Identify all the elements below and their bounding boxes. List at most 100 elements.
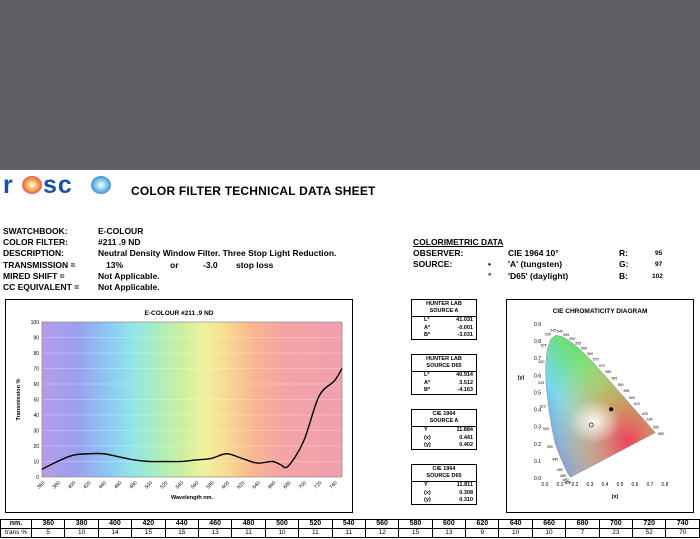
trans-cell: 14: [97, 528, 133, 538]
source-a-point: [609, 407, 614, 412]
y-tick-label: 0.1: [534, 459, 541, 465]
trans-cell: 52: [632, 528, 667, 538]
wavelength-label: 590: [618, 383, 624, 387]
observer-value: CIE 1964 10°: [508, 248, 559, 259]
cie-d-title: CIE 1964: [432, 466, 456, 472]
trans-cell: 11: [331, 528, 366, 538]
cie-chart-svg: 0.0 0.1 0.2 0.3 0.4 0.5 0.6 0.7 0.8 0.9 0.0 0.1 0.2 0…: [518, 322, 669, 500]
trans-cell: 23: [598, 528, 634, 538]
nm-cell: 560: [364, 519, 400, 529]
description-label: DESCRIPTION:: [3, 248, 64, 259]
wavelength-label: 490: [557, 468, 563, 472]
source-d65-point: [588, 422, 594, 428]
cie-a-key: (x): [424, 434, 431, 441]
x-tick-label: 0.3: [587, 482, 594, 488]
wavelength-label: 500: [547, 445, 553, 449]
hunter-d-value: 3.512: [459, 379, 473, 386]
x-axis-label: Wavelength nm.: [171, 495, 213, 501]
colorimetric-data: COLORIMETRIC DATA OBSERVER: CIE 1964 10° R…: [413, 237, 663, 282]
hunter-d-value: 40.914: [456, 372, 473, 379]
trans-cell: 7: [565, 528, 600, 538]
x-tick-label: 700: [298, 480, 308, 490]
wavelength-label: 520: [538, 360, 544, 364]
x-tick-label: 620: [236, 480, 246, 490]
colorimetric-heading: COLORIMETRIC DATA: [413, 237, 504, 247]
x-tick-label: 640: [252, 480, 262, 490]
hunter-d-key: A*: [424, 379, 431, 386]
svg-text:r: r: [3, 171, 14, 198]
cie-d-key: (y): [424, 496, 431, 503]
x-tick-label: 660: [267, 480, 277, 490]
mired-label: MIRED SHIFT =: [3, 270, 65, 281]
y-tick-label: 0: [36, 475, 39, 481]
wavelength-label: 510: [540, 404, 546, 408]
x-tick-label: 0.0: [542, 482, 549, 488]
transmission-chart-svg: 0 10 20 30 40 50 60 70 80 90 100 360 380 400 420 440 460…: [16, 320, 343, 501]
wavelength-label: 680: [658, 432, 664, 436]
wavelength-label: 575: [599, 364, 605, 368]
white-point-glow: [568, 399, 621, 444]
nm-cell: 640: [498, 519, 533, 529]
filter-value: #211 .9 ND: [98, 237, 141, 248]
wavelength-label: 635: [647, 418, 653, 422]
hunter-d-key: B*: [424, 386, 431, 393]
wavelength-label: 530: [545, 332, 551, 336]
chromaticity-locus-outline: [545, 335, 656, 478]
y-tick-label: 0.7: [534, 356, 541, 362]
x-tick-label: 0.6: [632, 482, 639, 488]
hunter-a-value: -3.031: [457, 331, 473, 338]
swatchbook-label: SWATCHBOOK:: [3, 226, 68, 236]
wavelength-label: 650: [653, 426, 659, 430]
transmission-label: TRANSMISSION =: [3, 259, 76, 270]
wavelength-label: 580: [605, 370, 611, 374]
table-row-trans: trans % 5 10 14 15 15 13 11 10 11 11 12 15 13 9 10 10 7 23…: [0, 528, 700, 538]
source-a-value: 'A' (tungsten): [508, 259, 563, 270]
cie-d-key: Y: [424, 482, 428, 489]
b-value: 102: [652, 272, 663, 280]
y-tick-label: 70: [33, 367, 39, 373]
cie-a-key: (y): [424, 441, 431, 448]
x-tick-label: 560: [190, 480, 200, 490]
hunter-d-key: L*: [424, 372, 430, 379]
nm-cell: 580: [398, 519, 433, 529]
hunter-a-title: HUNTER LAB: [426, 301, 462, 307]
wavelength-label: 585: [611, 376, 617, 380]
wavelength-label: 540: [557, 330, 563, 334]
y-tick-label: 0.9: [534, 322, 541, 328]
svg-text:sc: sc: [43, 171, 73, 198]
y-tick-label: 0.0: [534, 476, 541, 482]
source-d-value: 'D65' (daylight): [508, 270, 569, 281]
wavelength-label: 480: [562, 478, 568, 482]
trans-cell: 13: [197, 528, 233, 538]
wavelength-label: 515: [538, 381, 544, 385]
nm-cell: 460: [197, 519, 233, 529]
x-tick-label: 460: [113, 480, 123, 490]
y-tick-label: 0.4: [534, 408, 541, 414]
wavelength-label: 595: [623, 389, 629, 393]
trans-cell: 13: [431, 528, 467, 538]
cie-d-source: SOURCE D65: [426, 473, 462, 480]
nm-cell: 720: [632, 519, 667, 529]
trans-cell: 10: [498, 528, 533, 538]
hunter-a-source: SOURCE A: [429, 308, 459, 315]
nm-cell: 660: [531, 519, 567, 529]
g-value: 97: [655, 261, 663, 269]
plot-frame: [41, 321, 343, 478]
hunter-d-title: HUNTER LAB: [426, 356, 462, 362]
x-tick-label: 740: [329, 480, 339, 490]
cie-d65-box: CIE 1964 SOURCE D65 Y 11.811 (x) 0.308 (y) 0…: [411, 464, 477, 505]
y-axis-label: Transmission %: [16, 378, 22, 420]
cie-d-key: (x): [424, 489, 431, 496]
nm-cell: 600: [431, 519, 467, 529]
wavelength-label: 610: [634, 402, 640, 406]
swatchbook-value: E-COLOUR: [98, 226, 144, 236]
x-tick-label: 520: [159, 480, 169, 490]
x-tick-label: 0.1: [557, 482, 564, 488]
hunter-a-key: L*: [424, 317, 430, 324]
x-tick-label: 380: [52, 480, 62, 490]
wavelength-label: 565: [587, 352, 593, 356]
table-header-label: nm.: [0, 519, 32, 529]
nm-cell: 620: [465, 519, 500, 529]
table-value-label: trans %: [0, 528, 32, 538]
x-tick-label: 600: [221, 480, 231, 490]
